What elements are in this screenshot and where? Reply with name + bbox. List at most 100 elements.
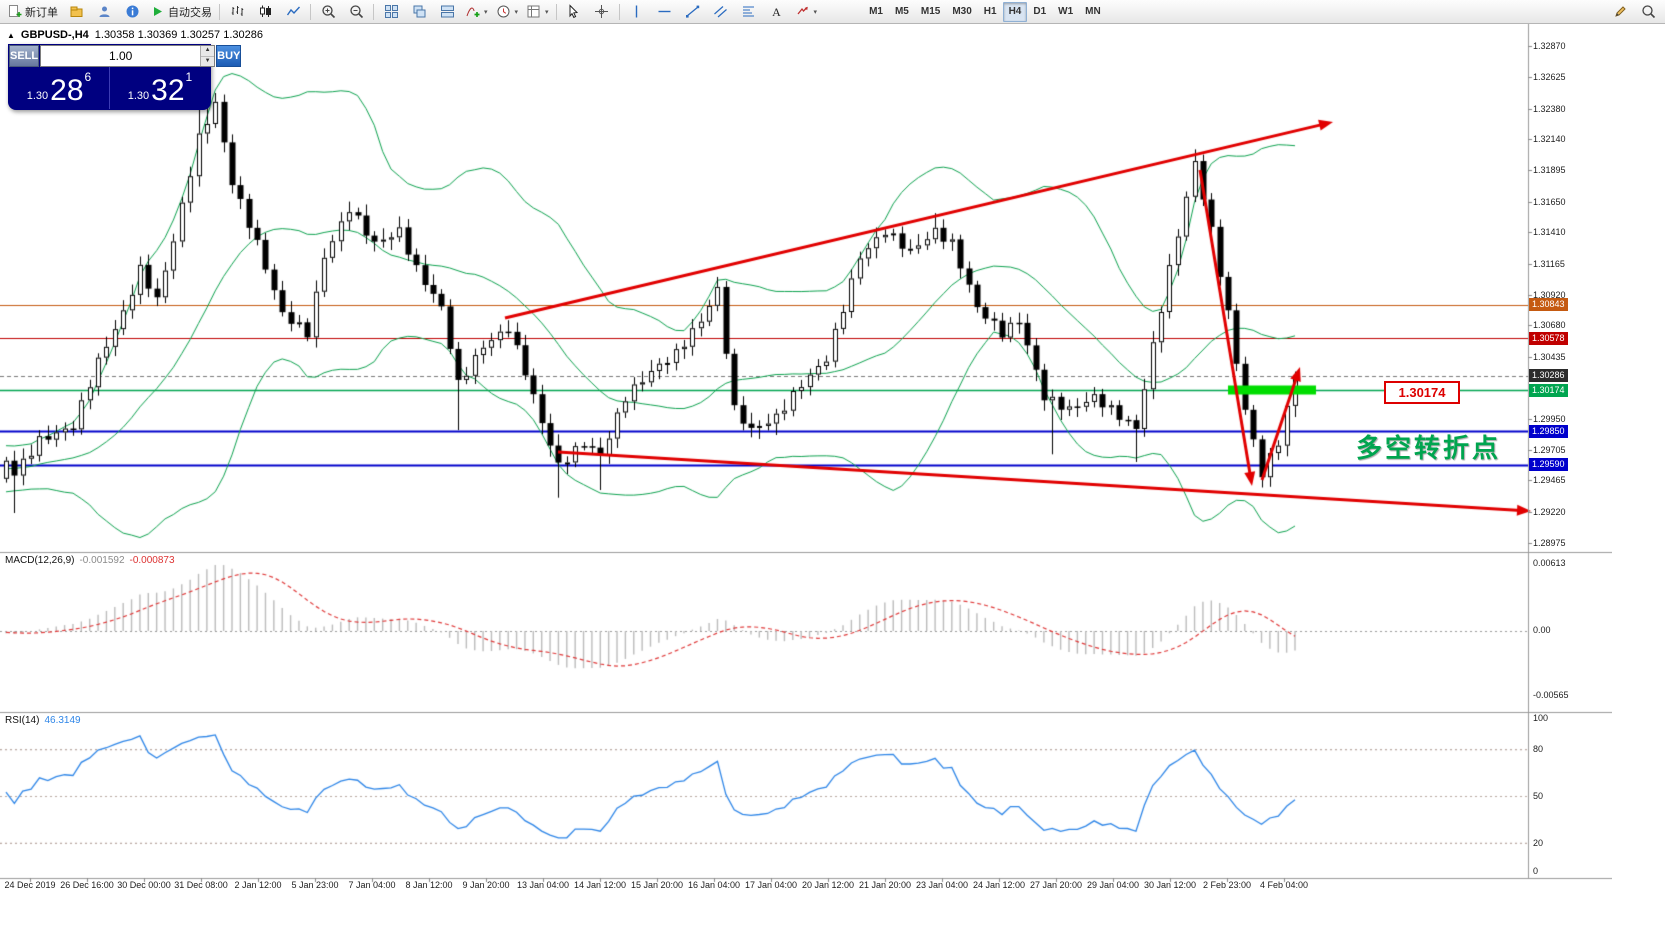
chart-window-icon: [69, 4, 84, 19]
sell-price-small: 1.30: [26, 90, 49, 102]
sell-price-display[interactable]: 1.30 28 6: [9, 67, 110, 109]
timeframe-h1-button[interactable]: H1: [983, 6, 997, 17]
arrows-objects-button[interactable]: ▾: [791, 1, 822, 23]
autotrading-button[interactable]: 自动交易: [146, 1, 216, 23]
timeframe-d1-button[interactable]: D1: [1033, 6, 1047, 17]
lot-size-stepper: ▲ ▼: [200, 46, 215, 66]
trendline-icon: [685, 4, 700, 19]
indicators-button[interactable]: ▾: [461, 1, 492, 23]
price-annotation-box[interactable]: 1.30174: [1384, 381, 1460, 404]
indicators-icon: [465, 4, 480, 19]
trade-panel-prices: 1.30 28 6 1.30 32 1: [9, 67, 210, 109]
search-icon: [1641, 4, 1656, 19]
timeframe-w1-button[interactable]: W1: [1058, 6, 1074, 17]
line-chart-type-icon: [286, 4, 301, 19]
periods-button[interactable]: ▾: [492, 1, 523, 23]
ohlc-values: 1.30358 1.30369 1.30257 1.30286: [94, 29, 263, 41]
sell-button[interactable]: SELL: [9, 45, 40, 67]
stepper-up-icon[interactable]: ▲: [201, 46, 215, 57]
rsi-value: 46.3149: [44, 715, 81, 726]
timeframe-m30-button[interactable]: M30: [952, 6, 972, 17]
one-click-trading-panel: SELL ▲ ▼ BUY 1.30 28 6 1.30 32 1: [8, 44, 242, 110]
zoom-out-icon: [349, 4, 364, 19]
price-chart-canvas[interactable]: [0, 24, 1612, 896]
stepper-down-icon[interactable]: ▼: [201, 56, 215, 66]
rsi-name: RSI(14): [5, 715, 40, 726]
text-icon: A: [769, 4, 784, 19]
crosshair-button[interactable]: [588, 1, 616, 23]
cursor-button[interactable]: [560, 1, 588, 23]
toolbar-separator: [373, 3, 374, 20]
chevron-down-icon: ▾: [813, 8, 818, 16]
trade-panel-buttons-row: SELL ▲ ▼ BUY: [9, 45, 242, 67]
chevron-down-icon: ▾: [514, 8, 519, 16]
timeframe-m15-button[interactable]: M15: [920, 6, 941, 17]
vertical-line-icon: [629, 4, 644, 19]
autotrading-button-label: 自动交易: [168, 6, 212, 19]
rsi-label: RSI(14) 46.3149: [5, 715, 86, 726]
fibonacci-icon: [741, 4, 756, 19]
buy-price-sup: 1: [185, 70, 193, 84]
chart-title: ▲ GBPUSD-,H4 1.30358 1.30369 1.30257 1.3…: [7, 29, 263, 41]
buy-button[interactable]: BUY: [216, 45, 242, 67]
channel-button[interactable]: [707, 1, 735, 23]
profiles-icon: [97, 4, 112, 19]
buy-price-display[interactable]: 1.30 32 1: [110, 67, 210, 109]
sell-price-sup: 6: [84, 70, 92, 84]
tile-windows-button[interactable]: [377, 1, 405, 23]
zoom-out-button[interactable]: [342, 1, 370, 23]
macd-name: MACD(12,26,9): [5, 555, 75, 566]
search-button[interactable]: [1634, 1, 1662, 23]
toolbar: 新订单 自动交易 ▾ ▾ ▾ A ▾ M1 M5 M15 M30 H1 H4 D1 W1 MN: [0, 0, 1665, 24]
candle-chart-type-button[interactable]: [251, 1, 279, 23]
timeframe-m5-button[interactable]: M5: [894, 6, 909, 17]
chevron-down-icon: ▾: [484, 8, 488, 16]
horizontal-line-button[interactable]: [651, 1, 679, 23]
tile-windows-icon: [384, 4, 399, 19]
trendline-button[interactable]: [679, 1, 707, 23]
autotrading-icon: [150, 4, 165, 19]
buy-price-small: 1.30: [127, 90, 150, 102]
sell-price-big: 28: [50, 74, 84, 107]
arrange-windows-button[interactable]: [433, 1, 461, 23]
toolbar-separator: [219, 3, 220, 20]
macd-label: MACD(12,26,9) -0.001592 -0.000873: [5, 555, 180, 566]
help-button[interactable]: [118, 1, 146, 23]
zoom-in-button[interactable]: [314, 1, 342, 23]
timeframe-h4-button[interactable]: H4: [1002, 1, 1028, 22]
toolbar-left-group: 新订单 自动交易 ▾ ▾ ▾ A ▾: [3, 1, 821, 23]
timeframe-mn-button[interactable]: MN: [1085, 6, 1101, 17]
crosshair-icon: [594, 4, 609, 19]
text-button[interactable]: A: [763, 1, 791, 23]
toolbar-separator: [618, 3, 620, 20]
chevron-down-icon: ▾: [545, 8, 549, 16]
chart-window-button[interactable]: [62, 1, 90, 23]
lot-size-field: ▲ ▼: [40, 45, 216, 67]
arrange-windows-icon: [440, 4, 455, 19]
edit-pencil-icon: [1613, 4, 1628, 19]
templates-icon: [526, 4, 541, 19]
new-order-button[interactable]: 新订单: [3, 1, 62, 23]
bar-chart-type-button[interactable]: [223, 1, 251, 23]
channel-icon: [713, 4, 728, 19]
help-icon: [125, 4, 140, 19]
line-chart-type-button[interactable]: [279, 1, 307, 23]
fibonacci-button[interactable]: [735, 1, 763, 23]
cascade-windows-button[interactable]: [405, 1, 433, 23]
candle-chart-type-icon: [258, 4, 273, 19]
toolbar-separator: [310, 3, 311, 20]
timeframe-m1-button[interactable]: M1: [869, 6, 883, 17]
turning-point-annotation[interactable]: 多空转折点: [1356, 433, 1502, 463]
macd-signal-value: -0.000873: [129, 555, 175, 566]
templates-button[interactable]: ▾: [522, 1, 553, 23]
horizontal-line-icon: [657, 4, 672, 19]
edit-pencil-button[interactable]: [1606, 1, 1634, 23]
bar-chart-type-icon: [230, 4, 245, 19]
collapse-panel-icon[interactable]: ▲: [7, 30, 15, 40]
timeframe-group: M1 M5 M15 M30 H1 H4 D1 W1 MN: [863, 1, 1107, 22]
vertical-line-button[interactable]: [623, 1, 651, 23]
lot-size-input[interactable]: [41, 46, 201, 66]
arrows-objects-icon: [795, 4, 810, 19]
profiles-button[interactable]: [90, 1, 118, 23]
